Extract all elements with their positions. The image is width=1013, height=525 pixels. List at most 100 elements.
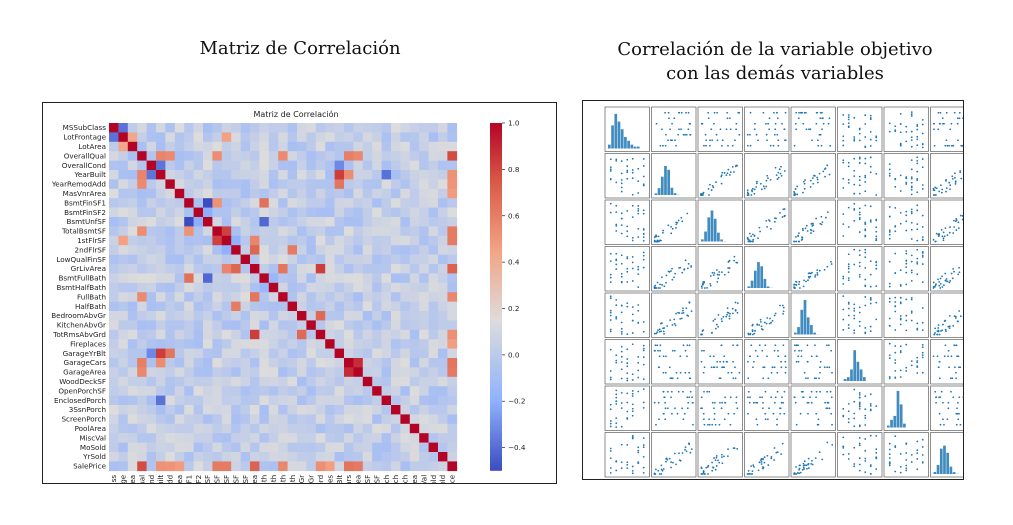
pairplot-point — [794, 194, 796, 196]
pairplot-point — [793, 283, 796, 286]
heatmap-cell — [109, 311, 119, 321]
pairplot-point — [686, 407, 689, 410]
pairplot-point — [660, 473, 663, 475]
pairplot-point — [620, 368, 623, 371]
pairplot-point — [864, 222, 867, 225]
heatmap-cell — [315, 188, 326, 199]
pairplot-point — [831, 371, 833, 374]
pairplot-point — [875, 239, 878, 242]
pairplot-point — [916, 273, 919, 276]
heatmap-cell — [203, 405, 213, 415]
heatmap-cell — [400, 423, 411, 434]
pairplot-point — [700, 349, 703, 352]
pairplot-point — [910, 185, 913, 188]
heatmap-cell — [118, 414, 129, 425]
pairplot-point — [759, 318, 762, 321]
pairplot-point — [662, 355, 665, 358]
heatmap-cell — [428, 179, 439, 190]
heatmap-cell — [240, 235, 251, 246]
heatmap-cell — [268, 226, 279, 237]
heatmap-cell — [438, 207, 448, 218]
heatmap-cell — [428, 273, 439, 284]
heatmap-cell — [362, 141, 373, 152]
pairplot-point — [615, 230, 618, 232]
heatmap-cell — [400, 179, 411, 190]
pairplot-hist-bar — [713, 218, 717, 242]
pairplot-panel — [837, 106, 883, 152]
pairplot-point — [952, 144, 955, 147]
heatmap-cell — [109, 329, 119, 340]
pairplot-point — [783, 208, 786, 210]
heatmap-cell — [381, 123, 392, 133]
heatmap-cell — [240, 264, 251, 274]
pairplot-point — [937, 233, 940, 236]
pairplot-point — [858, 392, 861, 394]
pairplot-point — [620, 402, 623, 404]
pairplot-point — [905, 464, 908, 467]
heatmap-row-label: TotRmsAbvGrd — [52, 330, 106, 339]
heatmap-cell — [297, 217, 307, 227]
pairplot-point — [949, 280, 952, 282]
pairplot-point — [954, 183, 957, 185]
heatmap-cell — [428, 423, 439, 434]
pairplot-point — [831, 443, 834, 446]
heatmap-cell — [146, 301, 157, 312]
pairplot-point — [724, 401, 727, 404]
heatmap-cell — [353, 188, 364, 199]
heatmap-cell — [240, 452, 251, 462]
pairplot-point — [910, 310, 913, 313]
pairplot-point — [709, 355, 712, 358]
heatmap-cell — [240, 320, 251, 331]
heatmap-cell — [212, 433, 223, 443]
heatmap-cell — [447, 179, 458, 190]
pairplot-panel — [744, 432, 790, 478]
pairplot-point — [637, 390, 640, 393]
pairplot-point — [942, 237, 945, 240]
heatmap-row-label: 3SsnPorch — [69, 405, 106, 414]
pairplot-point — [869, 464, 872, 466]
heatmap-cell — [146, 170, 157, 180]
pairplot-point — [921, 329, 924, 332]
heatmap-cell — [428, 198, 439, 208]
pairplot-point — [768, 322, 771, 325]
pairplot-point — [700, 396, 703, 399]
heatmap-cell — [137, 376, 147, 387]
heatmap-cell — [315, 170, 326, 180]
heatmap-cell — [231, 170, 241, 180]
pairplot-point — [888, 229, 891, 232]
pairplot-point — [774, 122, 777, 125]
heatmap-cell — [174, 123, 185, 133]
heatmap-cell — [438, 395, 448, 406]
pairplot-point — [875, 318, 878, 321]
heatmap-cell — [278, 160, 288, 171]
heatmap-cell — [165, 245, 176, 255]
heatmap-cell — [428, 461, 439, 472]
heatmap-cell — [428, 452, 439, 462]
pairplot-point — [899, 296, 902, 299]
pairplot-point — [888, 174, 891, 177]
pairplot-panel — [604, 292, 650, 338]
heatmap-cell — [137, 160, 147, 171]
pairplot-point — [768, 219, 770, 221]
heatmap-cell — [174, 301, 185, 312]
heatmap-cell — [447, 442, 458, 453]
heatmap-cell — [362, 292, 373, 302]
heatmap-cell — [174, 198, 185, 208]
heatmap-cell — [250, 226, 260, 237]
pairplot-point — [718, 423, 721, 426]
pairplot-point — [664, 144, 667, 147]
heatmap-cell — [447, 320, 458, 331]
pairplot-point — [669, 319, 672, 322]
pairplot-point — [703, 349, 705, 352]
heatmap-cell — [203, 179, 213, 190]
pairplot-point — [910, 168, 913, 171]
heatmap-cell — [118, 367, 129, 378]
heatmap-cell — [381, 423, 392, 434]
heatmap-cell — [193, 376, 204, 387]
pairplot-point — [721, 462, 724, 465]
pairplot-point — [847, 301, 850, 304]
pairplot-hist-bar — [611, 125, 614, 149]
heatmap-cell — [259, 348, 270, 359]
heatmap-cell — [325, 179, 335, 190]
heatmap-cell — [203, 442, 213, 453]
